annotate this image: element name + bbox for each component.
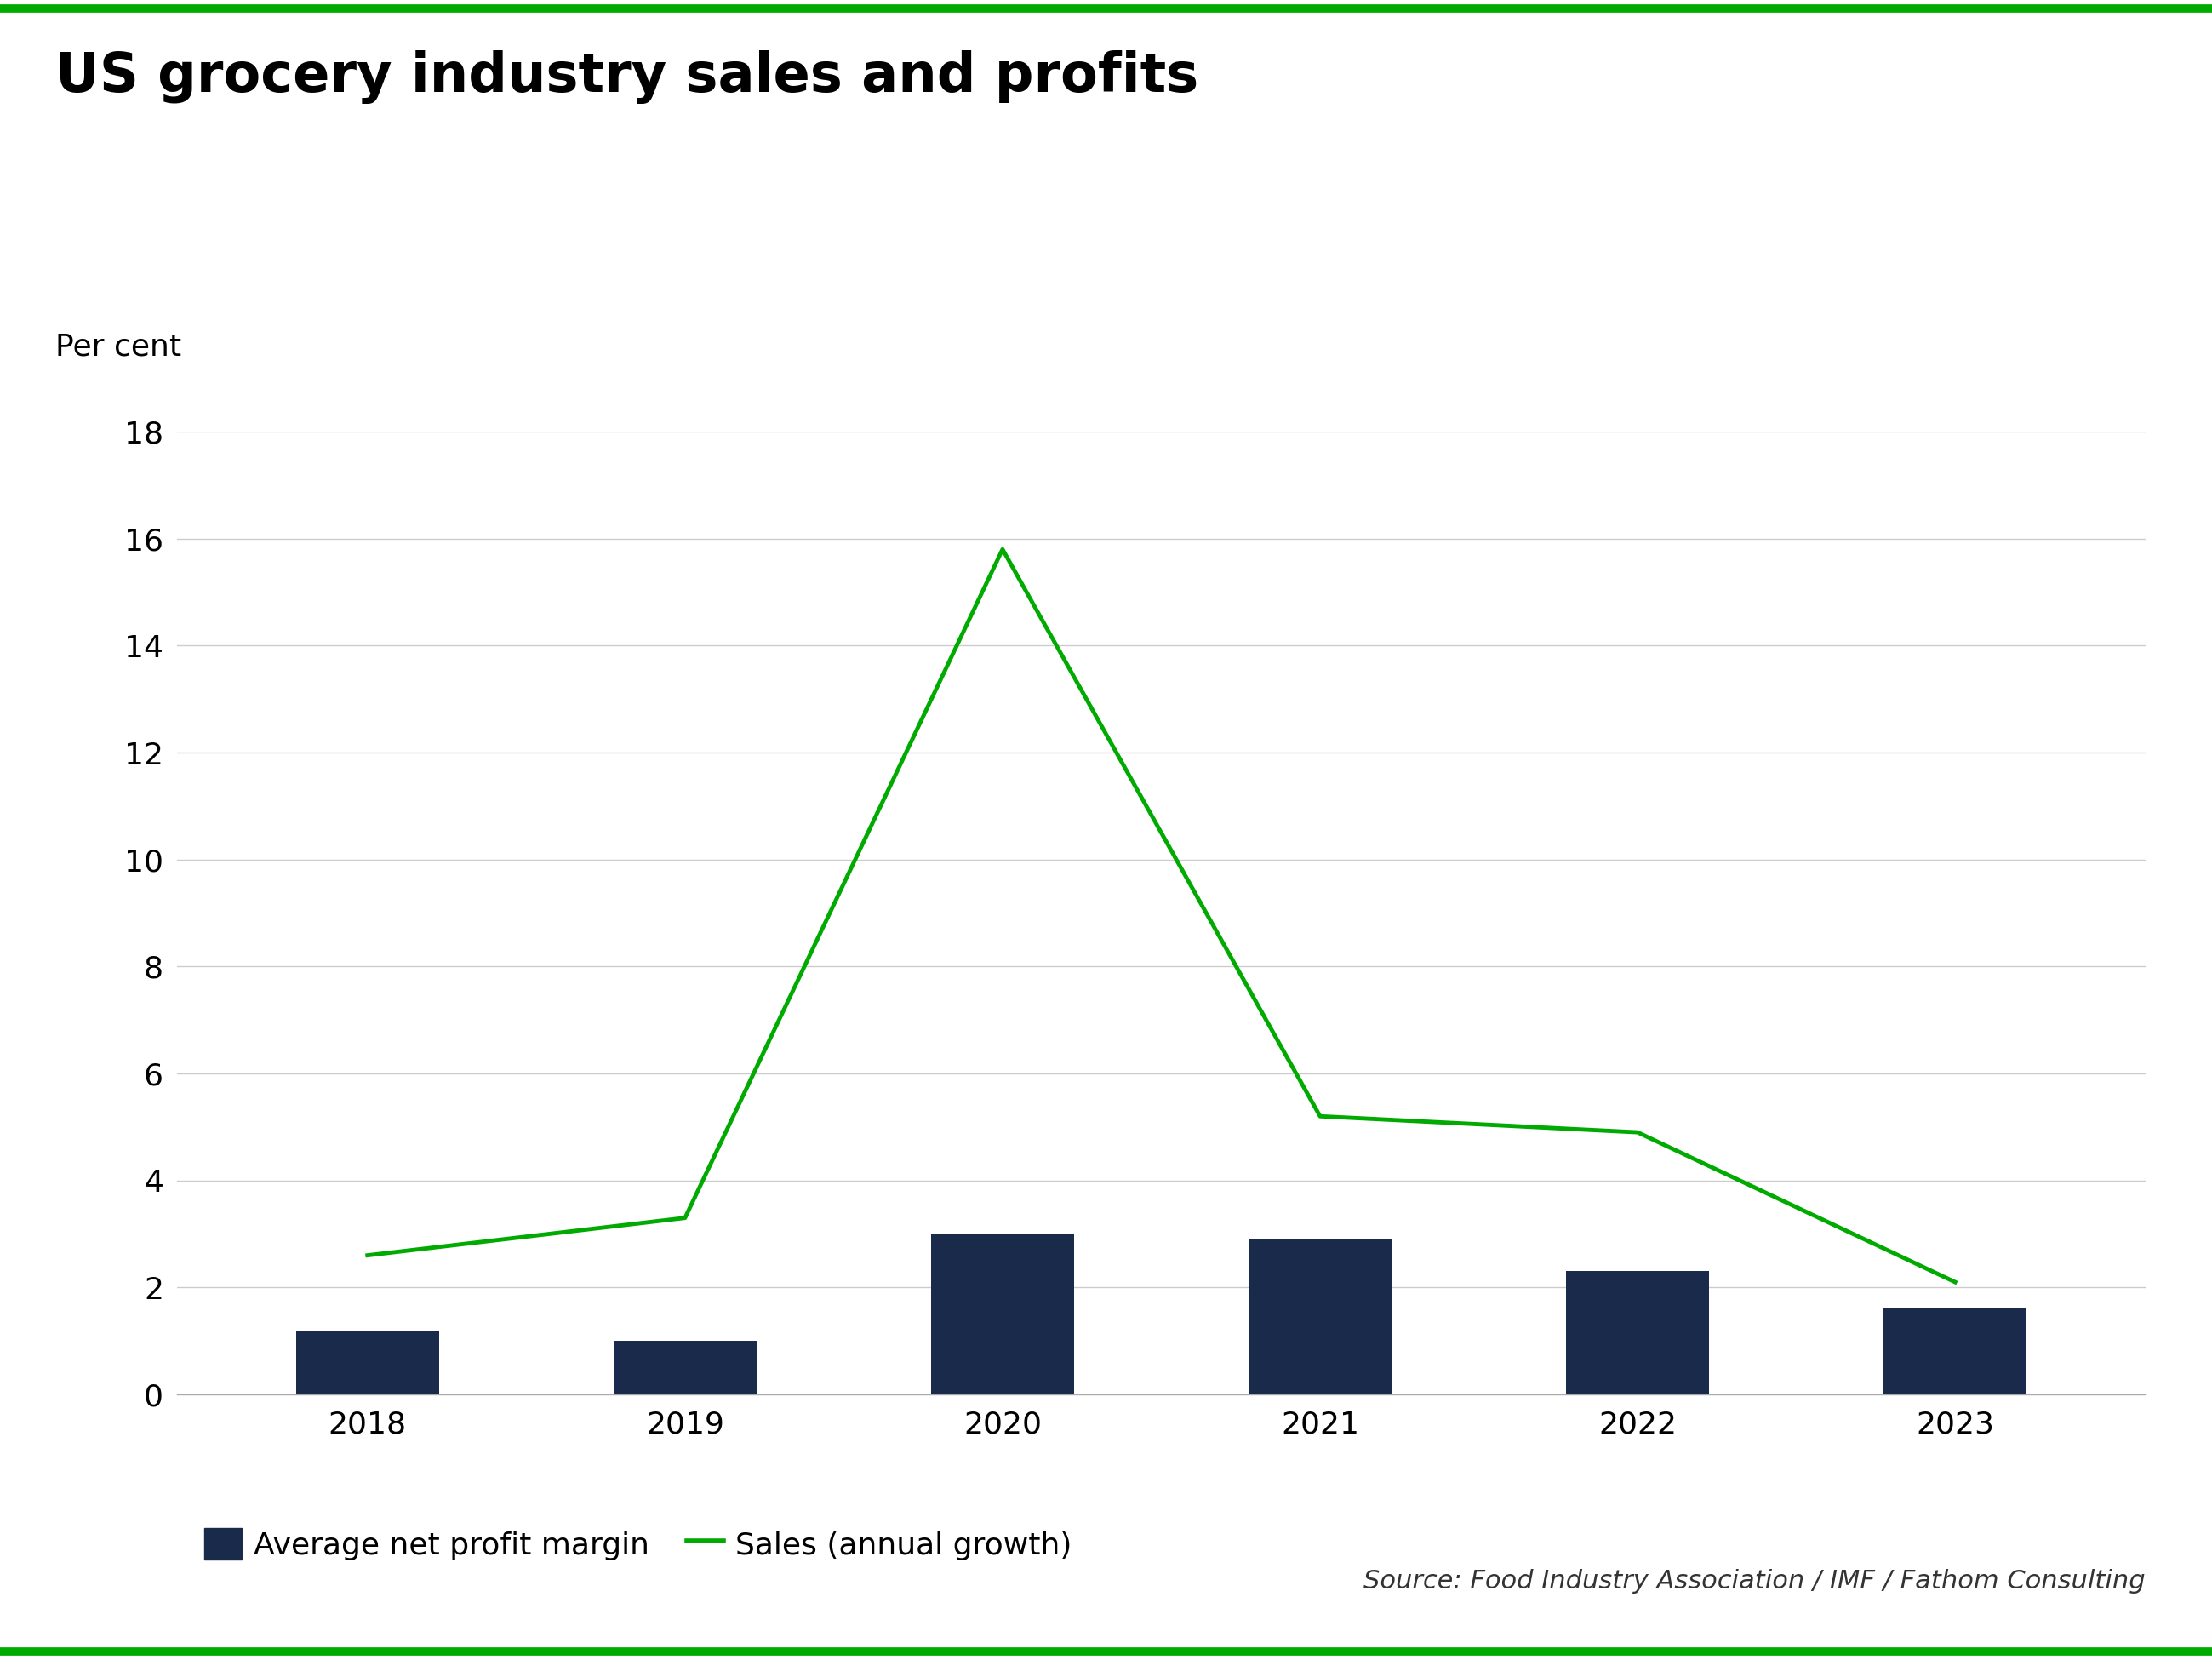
Text: Source: Food Industry Association / IMF / Fathom Consulting: Source: Food Industry Association / IMF …	[1365, 1569, 2146, 1594]
Bar	[1885, 1308, 2026, 1394]
Bar	[613, 1341, 757, 1394]
Text: Per cent: Per cent	[55, 332, 181, 360]
Bar	[296, 1330, 438, 1394]
Bar	[931, 1233, 1075, 1394]
Bar	[1566, 1272, 1710, 1394]
Bar	[1248, 1240, 1391, 1394]
Text: US grocery industry sales and profits: US grocery industry sales and profits	[55, 50, 1199, 103]
Legend: Average net profit margin, Sales (annual growth): Average net profit margin, Sales (annual…	[192, 1516, 1084, 1572]
